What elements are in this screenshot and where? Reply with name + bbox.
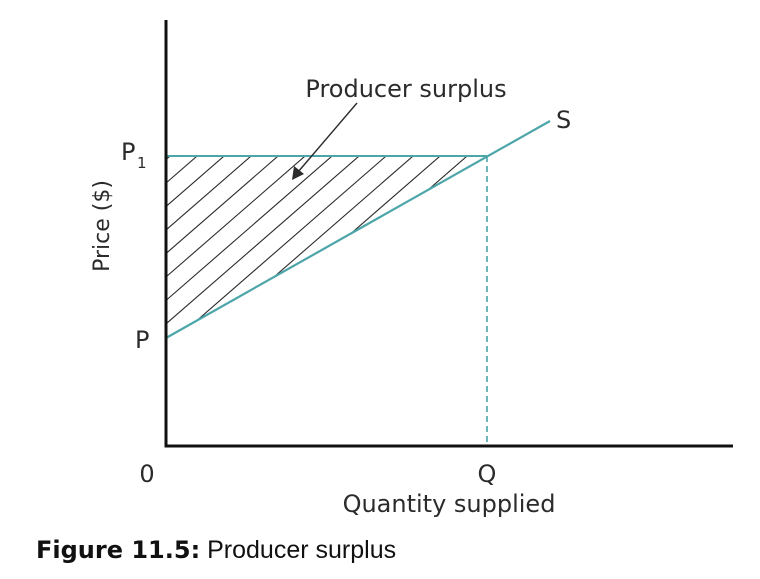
figure-number: Figure 11.5: xyxy=(36,536,201,564)
hatch-line xyxy=(166,156,340,338)
figure-caption: Figure 11.5: Producer surplus xyxy=(36,536,396,565)
hatch-line xyxy=(166,156,232,338)
figure-caption-text: Producer surplus xyxy=(207,536,397,564)
annotation-arrow-head xyxy=(292,166,304,180)
p1-label: P 1 xyxy=(121,138,147,172)
hatch-line xyxy=(166,156,286,338)
p1-label-subscript: 1 xyxy=(137,154,147,172)
hatch-line xyxy=(486,156,487,338)
hatch-line xyxy=(0,150,150,350)
q-label: Q xyxy=(478,460,497,488)
hatch-line xyxy=(166,156,313,338)
x-axis-label: Quantity supplied xyxy=(343,490,556,518)
hatch-line xyxy=(405,156,487,338)
hatch-line xyxy=(166,156,367,338)
hatch-line xyxy=(378,156,487,338)
hatch-line xyxy=(459,156,487,338)
p-label: P xyxy=(135,326,149,354)
hatch-line xyxy=(351,156,487,338)
producer-surplus-diagram: Producer surplus S P 1 P 0 Q Quantity su… xyxy=(0,20,733,518)
hatch-line xyxy=(166,156,178,338)
hatch-line xyxy=(432,156,487,338)
producer-surplus-label: Producer surplus xyxy=(305,75,506,103)
y-axis-label: Price ($) xyxy=(90,180,115,272)
p1-label-main: P xyxy=(121,138,135,166)
annotation-arrow-line xyxy=(297,102,358,173)
supply-curve xyxy=(165,120,551,339)
supply-label: S xyxy=(556,106,571,134)
hatch-line xyxy=(166,156,259,338)
hatch-line xyxy=(166,156,394,338)
origin-label: 0 xyxy=(139,460,154,488)
